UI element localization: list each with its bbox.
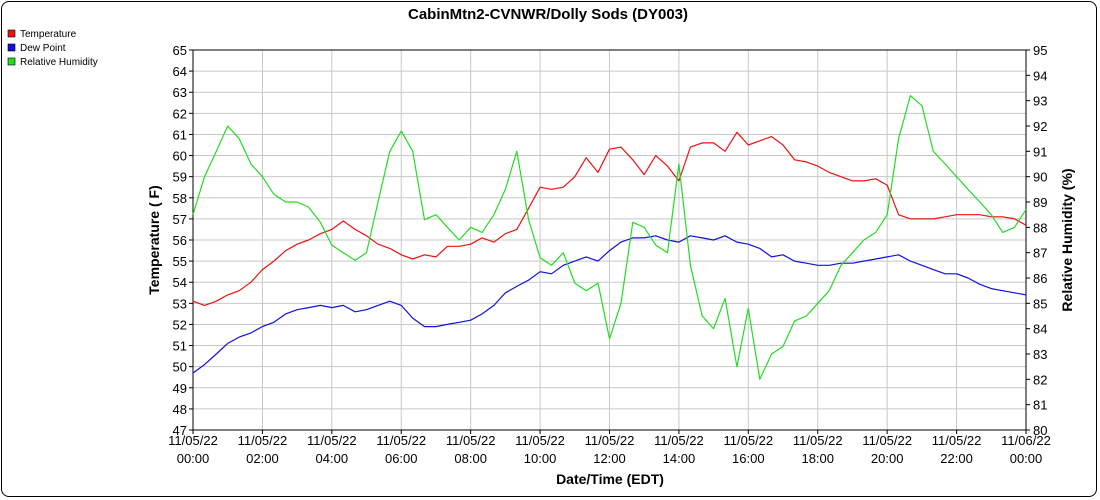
y-right-tick-label: 85 [1033,296,1047,311]
y-left-tick-label: 55 [173,254,187,269]
y-left-tick-label: 65 [173,43,187,58]
y-right-tick-label: 83 [1033,347,1047,362]
legend: Temperature Dew Point Relative Humidity [7,29,98,68]
y-right-tick-label: 81 [1033,398,1047,413]
y-right-tick-label: 92 [1033,119,1047,134]
x-tick-date: 11/05/22 [307,433,357,448]
x-tick-date: 11/05/22 [446,433,496,448]
y-right-tick-label: 88 [1033,220,1047,235]
series-line-temperature [192,131,1027,306]
y-right-tick-label: 91 [1033,144,1047,159]
y-axis-right-title: Relative Humidity (%) [1059,168,1075,311]
x-tick-date: 11/05/22 [724,433,774,448]
x-tick-time: 20:00 [871,451,904,466]
y-left-tick-label: 48 [173,402,187,417]
x-tick-time: 00:00 [1010,451,1043,466]
x-tick-time: 08:00 [454,451,487,466]
y-right-tick-label: 82 [1033,372,1047,387]
x-tick-time: 04:00 [316,451,349,466]
x-tick-time: 12:00 [593,451,626,466]
y-right-tick-label: 80 [1033,423,1047,438]
y-right-tick-label: 95 [1033,43,1047,58]
y-axis-left-title: Temperature ( F) [146,185,162,294]
x-tick-date: 11/05/22 [862,433,912,448]
y-right-tick-label: 84 [1033,322,1047,337]
x-tick-time: 14:00 [663,451,696,466]
legend-swatch-temperature [7,29,16,38]
y-axis-left: 47 48 49 50 51 52 53 54 55 56 57 58 59 60 61 62 63 64 65 [173,43,193,438]
x-tick-time: 18:00 [801,451,834,466]
y-left-tick-label: 52 [173,317,187,332]
x-tick-time: 02:00 [246,451,279,466]
x-tick-date: 11/05/22 [585,433,635,448]
y-left-tick-label: 56 [173,233,187,248]
y-right-tick-label: 90 [1033,170,1047,185]
y-left-tick-label: 50 [173,360,187,375]
y-left-tick-label: 59 [173,170,187,185]
series [192,94,1027,380]
x-tick-time: 00:00 [177,451,210,466]
legend-swatch-relative-humidity [7,57,16,66]
y-right-tick-label: 94 [1033,68,1047,83]
y-left-tick-label: 63 [173,85,187,100]
grid [192,49,1027,431]
y-left-tick-label: 64 [173,64,187,79]
y-left-tick-label: 58 [173,191,187,206]
y-axis-right: 80 81 82 83 84 85 86 87 88 89 90 91 92 93 94 95 [1026,43,1047,438]
y-right-tick-label: 86 [1033,271,1047,286]
legend-label-relative-humidity: Relative Humidity [20,57,98,68]
x-axis: 11/05/22 00:00 11/05/22 02:00 11/05/22 04:00 1… [168,430,1051,466]
legend-label-temperature: Temperature [20,29,77,40]
y-left-tick-label: 51 [173,339,187,354]
x-tick-date: 11/05/22 [654,433,704,448]
x-tick-date: 11/05/22 [238,433,288,448]
y-left-tick-label: 53 [173,296,187,311]
y-right-tick-label: 93 [1033,94,1047,109]
x-tick-date: 11/05/22 [376,433,426,448]
y-left-tick-label: 47 [173,423,187,438]
y-left-tick-label: 60 [173,149,187,164]
x-tick-time: 16:00 [732,451,765,466]
x-tick-time: 06:00 [385,451,418,466]
x-tick-date: 11/05/22 [515,433,565,448]
x-tick-time: 10:00 [524,451,557,466]
legend-label-dew-point: Dew Point [20,43,66,54]
y-left-tick-label: 61 [173,127,187,142]
series-line-relative-humidity [192,94,1027,380]
y-right-tick-label: 89 [1033,195,1047,210]
chart-title: CabinMtn2-CVNWR/Dolly Sods (DY003) [408,6,688,23]
y-right-tick-label: 87 [1033,246,1047,261]
y-left-tick-label: 62 [173,106,187,121]
y-left-tick-label: 57 [173,212,187,227]
x-axis-title: Date/Time (EDT) [556,471,664,487]
x-tick-date: 11/05/22 [793,433,843,448]
x-tick-date: 11/06/22 [1001,433,1051,448]
x-tick-date: 11/05/22 [168,433,218,448]
series-line-dew-point [192,235,1027,374]
x-tick-time: 22:00 [940,451,973,466]
y-left-tick-label: 54 [173,275,187,290]
y-left-tick-label: 49 [173,381,187,396]
x-tick-date: 11/05/22 [932,433,982,448]
legend-swatch-dew-point [7,43,16,52]
